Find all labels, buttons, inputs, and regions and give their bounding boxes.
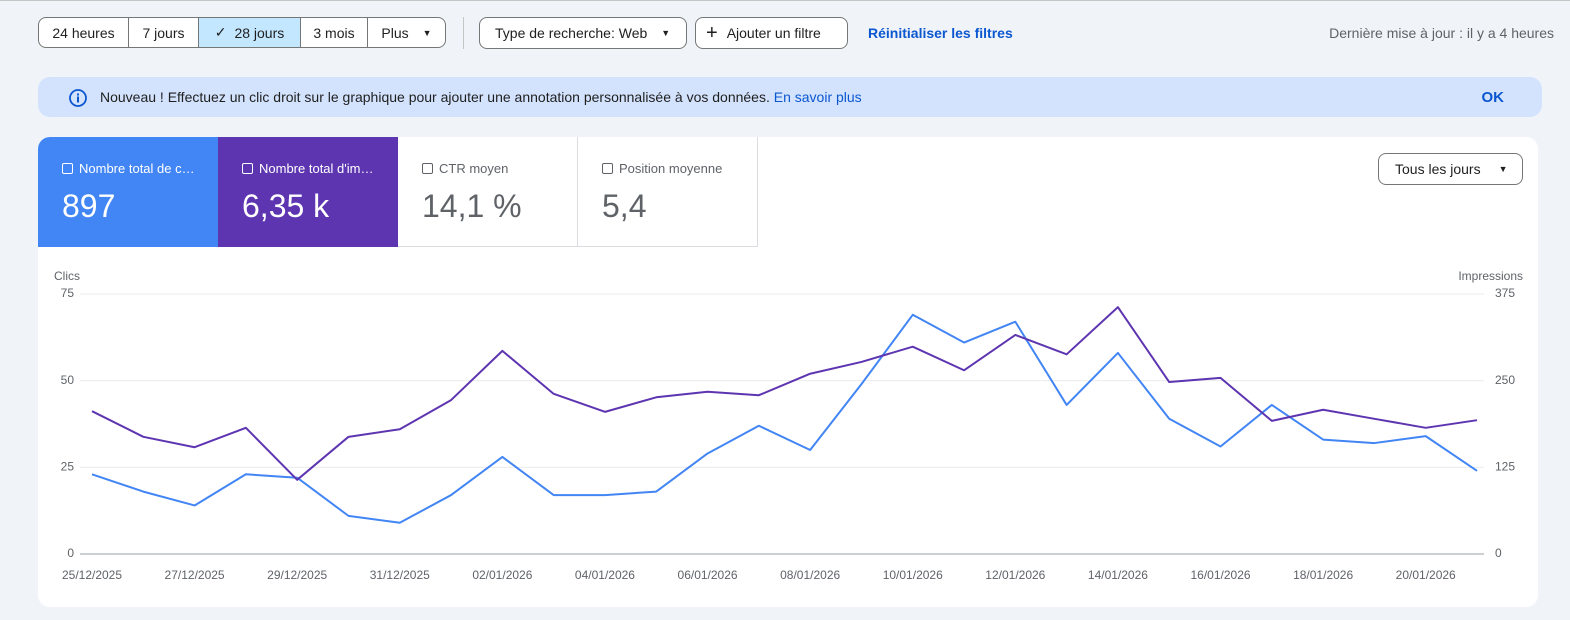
range-button[interactable]: 24 heures bbox=[38, 17, 129, 48]
metric-card[interactable]: Nombre total d'im… 6,35 k bbox=[218, 137, 398, 247]
x-tick-label: 10/01/2026 bbox=[883, 568, 943, 582]
x-tick-label: 20/01/2026 bbox=[1396, 568, 1456, 582]
x-tick-label: 16/01/2026 bbox=[1190, 568, 1250, 582]
metric-label: CTR moyen bbox=[439, 161, 509, 176]
more-button[interactable]: Plus ▼ bbox=[367, 17, 446, 48]
y2-tick-label: 250 bbox=[1495, 373, 1515, 387]
y2-tick-label: 375 bbox=[1495, 286, 1515, 300]
y-tick-label: 50 bbox=[61, 373, 75, 387]
metric-card[interactable]: CTR moyen 14,1 % bbox=[398, 137, 578, 247]
info-icon bbox=[69, 89, 87, 107]
series-line bbox=[91, 313, 1478, 524]
banner: Nouveau ! Effectuez un clic droit sur le… bbox=[38, 77, 1542, 117]
metric-label: Nombre total de c… bbox=[79, 161, 195, 176]
y-tick-label: 75 bbox=[61, 286, 75, 300]
banner-text: Nouveau ! Effectuez un clic droit sur le… bbox=[100, 89, 862, 105]
metric-label: Nombre total d'im… bbox=[259, 161, 374, 176]
y-axis-label: Clics bbox=[54, 269, 80, 283]
granularity-label: Tous les jours bbox=[1395, 161, 1481, 177]
check-icon: ✓ bbox=[214, 24, 227, 40]
reset-link[interactable]: Réinitialiser les filtres bbox=[868, 25, 1013, 41]
x-tick-label: 18/01/2026 bbox=[1293, 568, 1353, 582]
x-tick-label: 06/01/2026 bbox=[678, 568, 738, 582]
add-filter-label: Ajouter un filtre bbox=[726, 25, 821, 41]
ok-button[interactable]: OK bbox=[1481, 89, 1505, 106]
range-button[interactable]: 7 jours bbox=[128, 17, 199, 48]
metric-value: 5,4 bbox=[602, 188, 647, 224]
range-button[interactable]: 3 mois bbox=[300, 17, 368, 48]
checkbox-checked bbox=[62, 163, 73, 174]
metric-card[interactable]: Position moyenne 5,4 bbox=[578, 137, 758, 247]
metric-label: Position moyenne bbox=[619, 161, 723, 176]
checkbox bbox=[602, 163, 613, 174]
last-update: Dernière mise à jour : il y a 4 heures bbox=[1329, 25, 1554, 41]
y2-tick-label: 0 bbox=[1495, 546, 1502, 560]
metric-value: 6,35 k bbox=[242, 188, 330, 224]
dropdown-arrow: ▼ bbox=[661, 28, 671, 38]
range-button-selected[interactable]: ✓ 28 jours bbox=[198, 17, 301, 48]
banner-message: Nouveau ! Effectuez un clic droit sur le… bbox=[100, 89, 770, 105]
granularity-dropdown[interactable]: Tous les jours ▼ bbox=[1378, 153, 1523, 185]
search-type-label: Type de recherche: Web bbox=[495, 25, 648, 41]
x-tick-label: 27/12/2025 bbox=[165, 568, 225, 582]
x-tick-label: 12/01/2026 bbox=[985, 568, 1045, 582]
more-label: Plus bbox=[381, 24, 409, 41]
y2-tick-label: 125 bbox=[1495, 460, 1515, 474]
divider bbox=[463, 17, 464, 49]
x-tick-label: 08/01/2026 bbox=[780, 568, 840, 582]
dropdown-arrow: ▼ bbox=[422, 27, 432, 38]
y-tick-label: 0 bbox=[67, 546, 74, 560]
checkbox-checked bbox=[242, 163, 253, 174]
range-label: 28 jours bbox=[234, 24, 285, 41]
x-tick-label: 14/01/2026 bbox=[1088, 568, 1148, 582]
y-tick-label: 25 bbox=[61, 460, 75, 474]
series-line bbox=[91, 306, 1478, 481]
x-tick-label: 31/12/2025 bbox=[370, 568, 430, 582]
y2-axis-label: Impressions bbox=[1458, 269, 1523, 283]
x-tick-label: 02/01/2026 bbox=[472, 568, 532, 582]
x-tick-label: 25/12/2025 bbox=[62, 568, 122, 582]
x-tick-label: 04/01/2026 bbox=[575, 568, 635, 582]
metric-value: 14,1 % bbox=[422, 188, 522, 224]
x-tick-label: 29/12/2025 bbox=[267, 568, 327, 582]
checkbox bbox=[422, 163, 433, 174]
dropdown-arrow: ▼ bbox=[1498, 164, 1508, 174]
metric-value: 897 bbox=[62, 188, 116, 224]
top-border bbox=[0, 0, 1570, 1]
search-type-button[interactable]: Type de recherche: Web ▼ bbox=[479, 17, 687, 49]
plus-icon: + bbox=[706, 21, 718, 44]
banner-link[interactable]: En savoir plus bbox=[773, 89, 862, 105]
metric-card[interactable]: Nombre total de c… 897 bbox=[38, 137, 218, 247]
add-filter-button[interactable]: + Ajouter un filtre bbox=[695, 17, 848, 49]
